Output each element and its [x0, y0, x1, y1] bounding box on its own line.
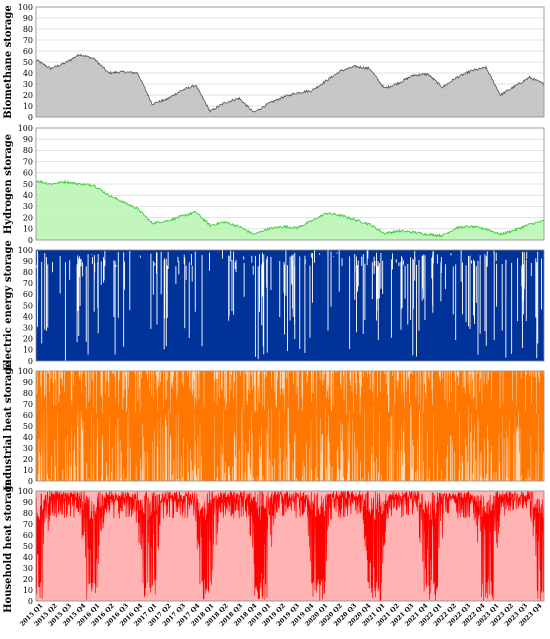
y-tick-label: 40: [23, 69, 33, 78]
y-tick-label: 60: [23, 531, 33, 540]
panel-5: 0 10 20 30 40 50 60 70 80 90 100 Household heat sto…: [3, 479, 545, 613]
y-tick-label: 10: [23, 466, 33, 475]
panel-3: 0 10 20 30 40 50 60 70 80 90 100 Electric energy st…: [3, 240, 545, 371]
y-tick-label: 0: [28, 357, 33, 366]
y-tick-label: 0: [28, 236, 33, 245]
y-tick-label: 100: [18, 487, 33, 496]
y-tick-label: 40: [23, 433, 33, 442]
y-tick-label: 40: [23, 312, 33, 321]
series-line: [35, 489, 545, 601]
y-tick-label: 30: [23, 324, 33, 333]
y-tick-label: 90: [23, 257, 33, 266]
y-tick-label: 80: [23, 389, 33, 398]
y-tick-label: 70: [23, 36, 33, 45]
y-tick-label: 60: [23, 411, 33, 420]
panel-2: 0 10 20 30 40 50 60 70 80 90 100 Hydrogen storage: [3, 124, 545, 245]
series-gaps: [36, 250, 542, 361]
y-tick-label: 30: [23, 564, 33, 573]
y-tick-label: 30: [23, 80, 33, 89]
y-tick-label: 50: [23, 301, 33, 310]
y-tick-label: 80: [23, 146, 33, 155]
y-tick-label: 100: [18, 124, 33, 133]
y-tick-label: 30: [23, 444, 33, 453]
y-tick-label: 20: [23, 575, 33, 584]
y-tick-label: 80: [23, 268, 33, 277]
y-tick-label: 10: [23, 586, 33, 595]
y-tick-label: 80: [23, 25, 33, 34]
y-tick-label: 20: [23, 455, 33, 464]
y-axis-label: Household heat storage: [3, 479, 14, 613]
y-axis-label: Biomethane storage: [3, 5, 14, 118]
y-tick-label: 100: [18, 246, 33, 255]
y-tick-label: 50: [23, 58, 33, 67]
y-tick-label: 40: [23, 553, 33, 562]
plot-frame: [35, 490, 545, 602]
series-line: [35, 53, 545, 114]
y-tick-label: 30: [23, 202, 33, 211]
y-tick-label: 60: [23, 290, 33, 299]
y-tick-label: 70: [23, 400, 33, 409]
plot-frame: [35, 6, 545, 118]
panel-4: 0 10 20 30 40 50 60 70 80 90 100 Industrial heat st…: [3, 361, 545, 491]
y-tick-label: 90: [23, 378, 33, 387]
y-tick-label: 100: [18, 367, 33, 376]
y-tick-label: 60: [23, 169, 33, 178]
y-tick-label: 10: [23, 225, 33, 234]
y-tick-label: 90: [23, 135, 33, 144]
y-axis-label: Industrial heat storage: [3, 361, 14, 491]
y-tick-label: 20: [23, 91, 33, 100]
y-tick-label: 40: [23, 191, 33, 200]
plot-frame: [35, 370, 545, 482]
y-tick-label: 60: [23, 47, 33, 56]
y-tick-label: 70: [23, 520, 33, 529]
y-tick-label: 0: [28, 597, 33, 606]
y-tick-label: 10: [23, 346, 33, 355]
y-tick-label: 10: [23, 102, 33, 111]
y-axis-label: Electric energy storage: [3, 240, 14, 371]
y-tick-label: 70: [23, 157, 33, 166]
series-area: [36, 54, 544, 117]
y-tick-label: 70: [23, 279, 33, 288]
y-tick-label: 0: [28, 113, 33, 122]
series-line: [35, 370, 544, 482]
y-tick-label: 20: [23, 213, 33, 222]
y-tick-label: 50: [23, 542, 33, 551]
y-tick-label: 20: [23, 335, 33, 344]
series-area: [36, 180, 544, 240]
y-tick-label: 50: [23, 180, 33, 189]
plot-frame: [35, 249, 545, 362]
y-tick-label: 100: [18, 3, 33, 12]
y-tick-label: 90: [23, 498, 33, 507]
y-tick-label: 0: [28, 477, 33, 486]
y-tick-label: 50: [23, 422, 33, 431]
plot-frame: [35, 127, 545, 241]
y-tick-label: 90: [23, 14, 33, 23]
series-line: [35, 179, 545, 238]
y-tick-label: 80: [23, 509, 33, 518]
panel-1: 0 10 20 30 40 50 60 70 80 90 100 Biomethane storage: [3, 3, 545, 122]
y-axis-label: Hydrogen storage: [3, 134, 14, 234]
